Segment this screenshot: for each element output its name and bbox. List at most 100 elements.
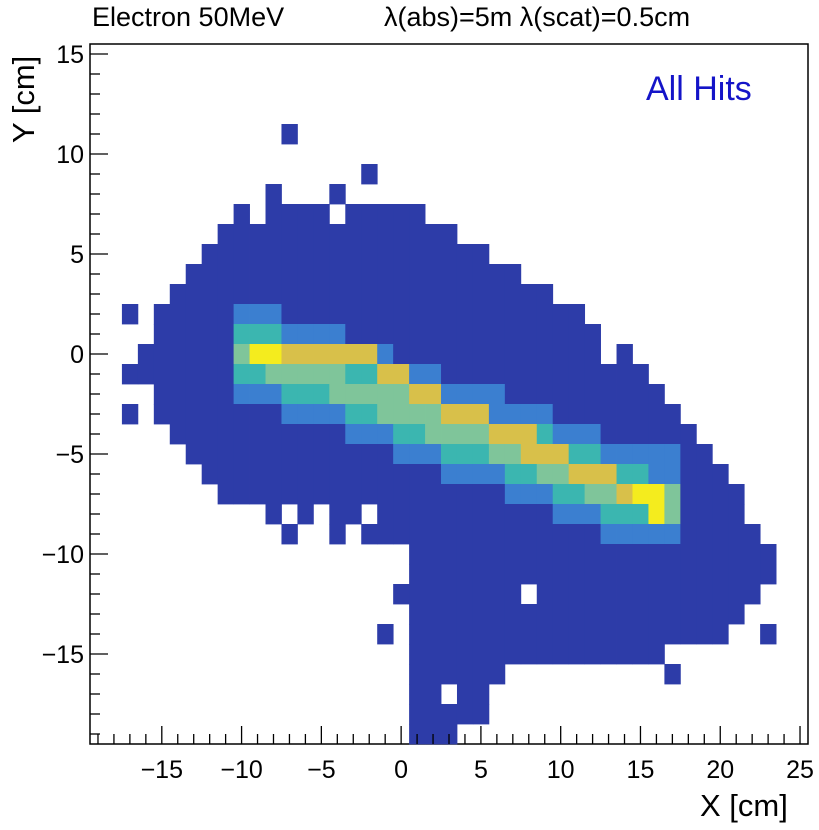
heatmap-cell — [456, 644, 474, 665]
heatmap-cell — [552, 524, 570, 545]
heatmap-cell — [265, 304, 282, 325]
heatmap-cell — [568, 524, 586, 545]
heatmap-cell — [584, 544, 601, 565]
heatmap-cell — [393, 364, 410, 385]
heatmap-cell — [552, 584, 570, 605]
heatmap-cell — [520, 364, 538, 385]
heatmap-cell — [313, 384, 330, 405]
heatmap-cell — [409, 264, 426, 285]
heatmap-cell — [584, 584, 601, 605]
heatmap-cell — [648, 444, 665, 465]
heatmap-cell — [265, 364, 282, 385]
heatmap-cell — [728, 564, 745, 585]
heatmap-cell — [201, 324, 219, 345]
heatmap-cell — [425, 684, 442, 705]
heatmap-cell — [584, 524, 601, 545]
heatmap-cell — [345, 224, 362, 245]
heatmap-cell — [217, 444, 234, 465]
heatmap-cell — [265, 504, 282, 525]
heatmap-cell — [329, 184, 346, 205]
heatmap-cell — [313, 244, 330, 265]
heatmap-cell — [648, 504, 665, 525]
heatmap-cell — [584, 424, 601, 445]
heatmap-cell — [217, 384, 234, 405]
heatmap-cell — [456, 284, 474, 305]
heatmap-cell — [281, 404, 298, 425]
heatmap-cell — [249, 324, 266, 345]
heatmap-cell — [377, 304, 394, 325]
y-tick-label: 15 — [56, 41, 84, 69]
heatmap-cell — [169, 364, 187, 385]
heatmap-cell — [584, 484, 601, 505]
heatmap-cell — [696, 484, 713, 505]
heatmap-cell — [456, 384, 474, 405]
heatmap-cell — [536, 604, 554, 625]
heatmap-cell — [441, 304, 458, 325]
heatmap-cell — [456, 704, 474, 725]
heatmap-cell — [648, 484, 665, 505]
heatmap-cell — [680, 464, 697, 485]
heatmap-cell — [536, 284, 554, 305]
heatmap-cell — [217, 284, 234, 305]
heatmap-cell — [504, 564, 522, 585]
heatmap-cell — [313, 304, 330, 325]
heatmap-cell — [329, 504, 346, 525]
heatmap-cell — [488, 584, 506, 605]
heatmap-cell — [217, 324, 234, 345]
heatmap-cell — [249, 304, 266, 325]
heatmap-cell — [361, 484, 378, 505]
heatmap-cell — [265, 264, 282, 285]
heatmap-cell — [281, 464, 298, 485]
heatmap-cell — [185, 304, 203, 325]
heatmap-cell — [361, 324, 378, 345]
heatmap-cell — [297, 484, 314, 505]
y-tick-label: 10 — [56, 141, 84, 169]
heatmap-cell — [409, 244, 426, 265]
heatmap-cell — [441, 604, 458, 625]
heatmap-cell — [472, 504, 490, 525]
heatmap-cell — [185, 384, 203, 405]
heatmap-cell — [361, 364, 378, 385]
heatmap-cell — [696, 624, 713, 645]
heatmap-cell — [696, 464, 713, 485]
heatmap-cell — [281, 264, 298, 285]
heatmap-cell — [153, 384, 171, 405]
heatmap-cell — [393, 224, 410, 245]
heatmap-cell — [600, 584, 617, 605]
heatmap-cell — [536, 424, 554, 445]
heatmap-cell — [648, 464, 665, 485]
heatmap-cell — [680, 544, 697, 565]
heatmap-cell — [632, 584, 649, 605]
heatmap-cell — [425, 464, 442, 485]
heatmap-cell — [281, 484, 298, 505]
heatmap-cell — [472, 644, 490, 665]
heatmap-cell — [712, 564, 729, 585]
heatmap-cell — [233, 284, 250, 305]
heatmap-cell — [536, 404, 554, 425]
heatmap-cell — [616, 444, 633, 465]
heatmap-cell — [472, 604, 490, 625]
heatmap-cell — [233, 344, 250, 365]
heatmap-cell — [249, 244, 266, 265]
heatmap-cell — [265, 344, 282, 365]
heatmap-cell — [456, 624, 474, 645]
heatmap-cell — [648, 384, 665, 405]
heatmap-cell — [568, 624, 586, 645]
heatmap-cell — [249, 424, 266, 445]
heatmap-cell — [504, 424, 522, 445]
heatmap-cell — [504, 344, 522, 365]
heatmap-cell — [121, 304, 139, 325]
heatmap-cell — [472, 424, 490, 445]
heatmap-cell — [712, 524, 729, 545]
heatmap-cell — [137, 344, 155, 365]
heatmap-cell — [249, 224, 266, 245]
heatmap-cell — [393, 204, 410, 225]
heatmap-cell — [361, 264, 378, 285]
heatmap-cell — [409, 624, 426, 645]
heatmap-cell — [185, 344, 203, 365]
heatmap-cell — [536, 524, 554, 545]
heatmap-cell — [472, 444, 490, 465]
heatmap-cell — [568, 344, 586, 365]
heatmap-cell — [456, 324, 474, 345]
heatmap-cell — [233, 324, 250, 345]
